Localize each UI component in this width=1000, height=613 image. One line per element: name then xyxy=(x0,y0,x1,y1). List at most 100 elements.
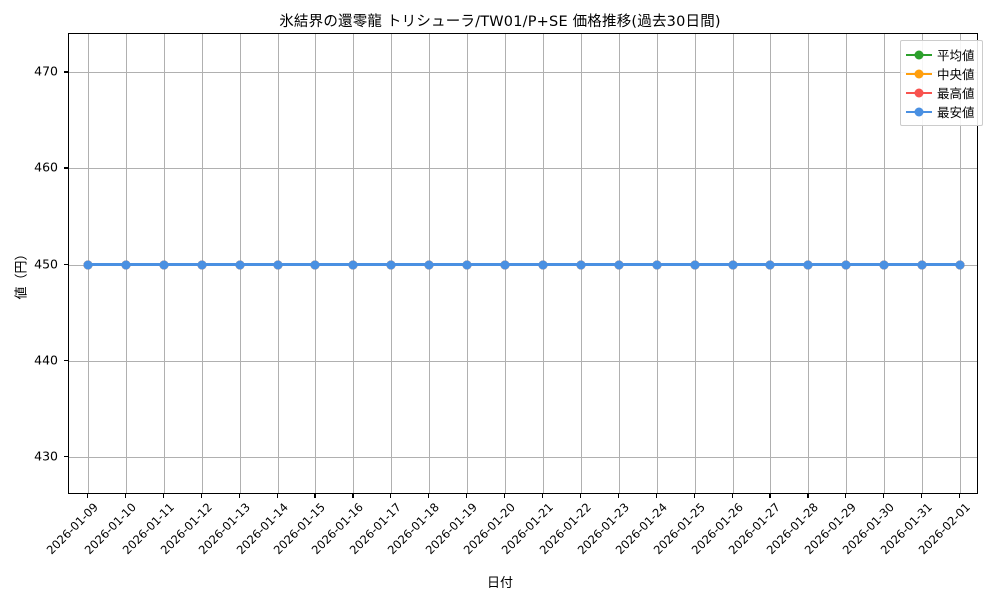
data-point-marker xyxy=(690,260,700,269)
y-tick-mark xyxy=(64,359,68,361)
data-point-marker xyxy=(310,260,320,269)
x-tick-mark xyxy=(238,494,240,498)
series-line-segment xyxy=(694,263,733,266)
x-tick-mark xyxy=(845,494,847,498)
series-line-segment xyxy=(467,263,506,266)
data-point-marker xyxy=(841,260,851,269)
legend-swatch-icon xyxy=(906,68,932,80)
legend-swatch-icon xyxy=(906,87,932,99)
series-line-segment xyxy=(542,263,581,266)
chart-legend[interactable]: 平均値中央値最高値最安値 xyxy=(900,40,983,126)
legend-swatch-icon xyxy=(906,49,932,61)
series-line-segment xyxy=(315,263,354,266)
gridline-horizontal xyxy=(69,168,977,170)
legend-item[interactable]: 最安値 xyxy=(906,102,975,121)
x-tick-mark xyxy=(276,494,278,498)
gridline-horizontal xyxy=(69,72,977,74)
series-line-segment xyxy=(656,263,695,266)
y-tick-label: 470 xyxy=(34,63,58,79)
series-line-segment xyxy=(618,263,657,266)
legend-item[interactable]: 平均値 xyxy=(906,45,975,64)
legend-label: 平均値 xyxy=(937,48,975,63)
series-line-segment xyxy=(239,263,278,266)
x-tick-mark xyxy=(579,494,582,498)
series-line-segment xyxy=(353,263,392,266)
series-line-segment xyxy=(770,263,809,266)
legend-label: 最安値 xyxy=(937,105,975,120)
x-tick-mark xyxy=(86,494,89,498)
y-tick-mark xyxy=(64,263,68,265)
x-tick-mark xyxy=(617,494,619,498)
data-point-marker xyxy=(348,260,358,269)
gridline-horizontal xyxy=(69,360,977,362)
series-line-segment xyxy=(201,263,240,266)
data-point-marker xyxy=(765,260,775,269)
legend-item[interactable]: 中央値 xyxy=(906,64,975,83)
gridline-horizontal xyxy=(69,456,977,458)
data-point-marker xyxy=(159,260,169,269)
y-tick-mark xyxy=(64,455,68,457)
data-point-marker xyxy=(273,260,283,269)
x-tick-mark xyxy=(731,494,733,498)
x-tick-mark xyxy=(390,494,392,498)
x-tick-mark xyxy=(352,494,354,498)
data-point-marker xyxy=(538,260,548,269)
y-tick-mark xyxy=(64,71,68,73)
x-tick-mark xyxy=(693,494,695,498)
data-point-marker xyxy=(879,260,889,269)
series-line-segment xyxy=(125,263,164,266)
data-point-marker xyxy=(83,260,93,269)
x-tick-mark xyxy=(162,494,164,498)
data-point-marker xyxy=(955,260,965,269)
series-line-segment xyxy=(922,263,961,266)
data-point-marker xyxy=(500,260,510,269)
data-point-marker xyxy=(424,260,434,269)
series-line-segment xyxy=(87,263,126,266)
x-axis-label: 日付 xyxy=(486,576,513,591)
data-point-marker xyxy=(614,260,624,269)
x-tick-mark xyxy=(883,494,885,498)
data-point-marker xyxy=(386,260,396,269)
x-tick-mark xyxy=(807,494,809,498)
series-line-segment xyxy=(277,263,316,266)
x-tick-mark xyxy=(466,494,468,498)
x-tick-mark xyxy=(959,494,961,498)
series-line-segment xyxy=(429,263,468,266)
series-line-segment xyxy=(391,263,430,266)
series-line-segment xyxy=(808,263,847,266)
chart-title: 氷結界の還零龍 トリシューラ/TW01/P+SE 価格推移(過去30日間) xyxy=(279,14,721,30)
chart-figure: 氷結界の還零龍 トリシューラ/TW01/P+SE 価格推移(過去30日間) 値（… xyxy=(15,14,983,591)
legend-label: 最高値 xyxy=(937,86,975,101)
y-tick-label: 430 xyxy=(34,448,58,464)
data-point-marker xyxy=(917,260,927,269)
legend-item[interactable]: 最高値 xyxy=(906,83,975,102)
y-tick-label: 440 xyxy=(34,352,58,368)
data-point-marker xyxy=(235,260,245,269)
y-tick-label: 460 xyxy=(34,159,58,175)
x-tick-mark xyxy=(428,494,430,498)
x-tick-mark xyxy=(921,494,923,498)
data-point-marker xyxy=(803,260,813,269)
x-tick-mark xyxy=(541,494,544,498)
data-point-marker xyxy=(121,260,131,269)
data-point-marker xyxy=(728,260,738,269)
data-point-marker xyxy=(197,260,207,269)
data-point-marker xyxy=(652,260,662,269)
series-line-segment xyxy=(732,263,771,266)
plot-area xyxy=(68,33,978,494)
legend-swatch-icon xyxy=(906,106,932,118)
series-line-segment xyxy=(846,263,885,266)
data-point-marker xyxy=(576,260,586,269)
data-point-marker xyxy=(462,260,472,269)
x-tick-mark xyxy=(655,494,657,498)
x-tick-mark xyxy=(769,494,771,498)
x-tick-mark xyxy=(200,494,202,498)
series-line-segment xyxy=(884,263,923,266)
series-line-segment xyxy=(163,263,202,266)
legend-label: 中央値 xyxy=(937,67,975,82)
x-tick-mark xyxy=(504,494,506,498)
series-line-segment xyxy=(580,263,619,266)
x-tick-mark xyxy=(124,494,127,498)
y-tick-label: 450 xyxy=(34,256,58,271)
x-tick-mark xyxy=(314,494,316,498)
